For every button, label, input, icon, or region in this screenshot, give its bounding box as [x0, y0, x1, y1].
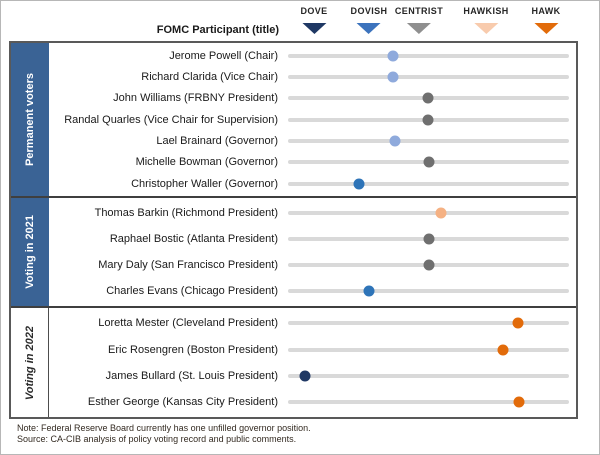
participant-column-header: FOMC Participant (title): [156, 24, 279, 36]
stance-dot: [497, 344, 509, 356]
legend-label: DOVE: [300, 6, 328, 16]
participant-row: Jerome Powell (Chair): [49, 45, 576, 66]
stance-track: [288, 71, 569, 83]
legend-item-centrist: CENTRIST: [395, 6, 443, 34]
section-voting-in-2022: Voting in 2022 Loretta Mester (Cleveland …: [11, 306, 576, 418]
legend-item-dovish: DOVISH: [351, 6, 388, 34]
participant-name: Michelle Bowman (Governor): [135, 156, 278, 169]
participant-row: Raphael Bostic (Atlanta President): [49, 226, 576, 252]
stance-dot: [353, 178, 365, 190]
section-label: Permanent voters: [24, 73, 36, 167]
footnotes: Note: Federal Reserve Board currently ha…: [17, 423, 311, 445]
stance-triangle-icon: [474, 23, 498, 34]
participant-row: John Williams (FRBNY President): [49, 88, 576, 109]
stance-track: [288, 50, 569, 62]
participant-row: Christopher Waller (Governor): [49, 173, 576, 194]
participant-row: Esther George (Kansas City President): [49, 389, 576, 415]
participant-row: Charles Evans (Chicago President): [49, 278, 576, 304]
stance-dot: [422, 114, 434, 126]
stance-dot: [422, 92, 434, 104]
note-line: Source: CA-CIB analysis of policy voting…: [17, 434, 297, 444]
participant-name: Jerome Powell (Chair): [169, 49, 278, 62]
stance-track: [288, 92, 569, 104]
participant-name: Eric Rosengren (Boston President): [108, 343, 278, 356]
stance-triangle-icon: [533, 23, 558, 34]
legend-label: CENTRIST: [394, 6, 444, 16]
legend-label: HAWKISH: [463, 6, 509, 16]
participant-row: Michelle Bowman (Governor): [49, 152, 576, 173]
stance-track: [288, 178, 569, 190]
stance-triangle-icon: [301, 23, 326, 34]
stance-dot: [387, 50, 399, 62]
section-sidebar: Voting in 2022: [11, 308, 49, 418]
note-line: Note: Federal Reserve Board currently ha…: [17, 423, 311, 433]
stance-dot: [423, 233, 435, 245]
chart-frame: Permanent voters Jerome Powell (Chair) Ric…: [9, 41, 578, 419]
participant-name: Lael Brainard (Governor): [156, 134, 278, 147]
legend-item-hawkish: HAWKISH: [463, 6, 508, 34]
participant-name: Raphael Bostic (Atlanta President): [109, 233, 278, 246]
participant-name: Richard Clarida (Vice Chair): [141, 70, 278, 83]
participant-row: Richard Clarida (Vice Chair): [49, 66, 576, 87]
participant-row: Eric Rosengren (Boston President): [49, 337, 576, 363]
participant-name: Thomas Barkin (Richmond President): [94, 207, 278, 220]
section-voting-in-2021: Voting in 2021 Thomas Barkin (Richmond Pr…: [11, 196, 576, 307]
section-sidebar: Voting in 2021: [11, 198, 49, 307]
stance-track: [288, 344, 569, 356]
participant-row: Mary Daly (San Francisco President): [49, 252, 576, 278]
participant-name: Charles Evans (Chicago President): [106, 285, 278, 298]
stance-dot: [299, 370, 311, 382]
participant-name: Loretta Mester (Cleveland President): [98, 317, 278, 330]
stance-track: [288, 317, 569, 329]
participant-row: Randal Quarles (Vice Chair for Supervisi…: [49, 109, 576, 130]
stance-track: [288, 207, 569, 219]
stance-dot: [435, 207, 447, 219]
legend-label: DOVISH: [350, 6, 388, 16]
stance-track: [288, 135, 569, 147]
section-rows: Jerome Powell (Chair) Richard Clarida (Vi…: [49, 43, 576, 196]
participant-name: Christopher Waller (Governor): [131, 177, 278, 190]
participant-row: Loretta Mester (Cleveland President): [49, 310, 576, 336]
stance-dot: [423, 259, 435, 271]
stance-dot: [387, 71, 399, 83]
stance-dot: [389, 135, 401, 147]
participant-name: Mary Daly (San Francisco President): [98, 259, 278, 272]
participant-name: James Bullard (St. Louis President): [105, 369, 278, 382]
legend-label: HAWK: [531, 6, 561, 16]
participant-name: Esther George (Kansas City President): [87, 395, 278, 408]
stance-dot: [512, 317, 524, 329]
stance-dot: [363, 285, 375, 297]
section-rows: Thomas Barkin (Richmond President) Raphae…: [49, 198, 576, 306]
stance-dot: [513, 396, 525, 408]
stance-triangle-icon: [357, 23, 381, 34]
section-label: Voting in 2022: [23, 325, 36, 400]
stance-triangle-icon: [406, 23, 431, 34]
section-sidebar: Permanent voters: [11, 43, 49, 197]
section-label: Voting in 2021: [24, 215, 36, 290]
participant-name: Randal Quarles (Vice Chair for Supervisi…: [64, 113, 278, 126]
section-rows: Loretta Mester (Cleveland President) Eric…: [49, 308, 576, 417]
stance-dot: [423, 156, 435, 168]
section-permanent-voters: Permanent voters Jerome Powell (Chair) Ric…: [11, 43, 576, 197]
participant-name: John Williams (FRBNY President): [113, 92, 278, 105]
stance-track: [288, 233, 569, 245]
stance-track: [288, 114, 569, 126]
participant-row: Thomas Barkin (Richmond President): [49, 200, 576, 226]
legend-item-dove: DOVE: [300, 6, 327, 34]
stance-track: [288, 156, 569, 168]
stance-track: [288, 396, 569, 408]
legend-item-hawk: HAWK: [531, 6, 560, 34]
stance-track: [288, 370, 569, 382]
participant-row: James Bullard (St. Louis President): [49, 363, 576, 389]
participant-row: Lael Brainard (Governor): [49, 130, 576, 151]
stance-track: [288, 259, 569, 271]
stance-track: [288, 285, 569, 297]
